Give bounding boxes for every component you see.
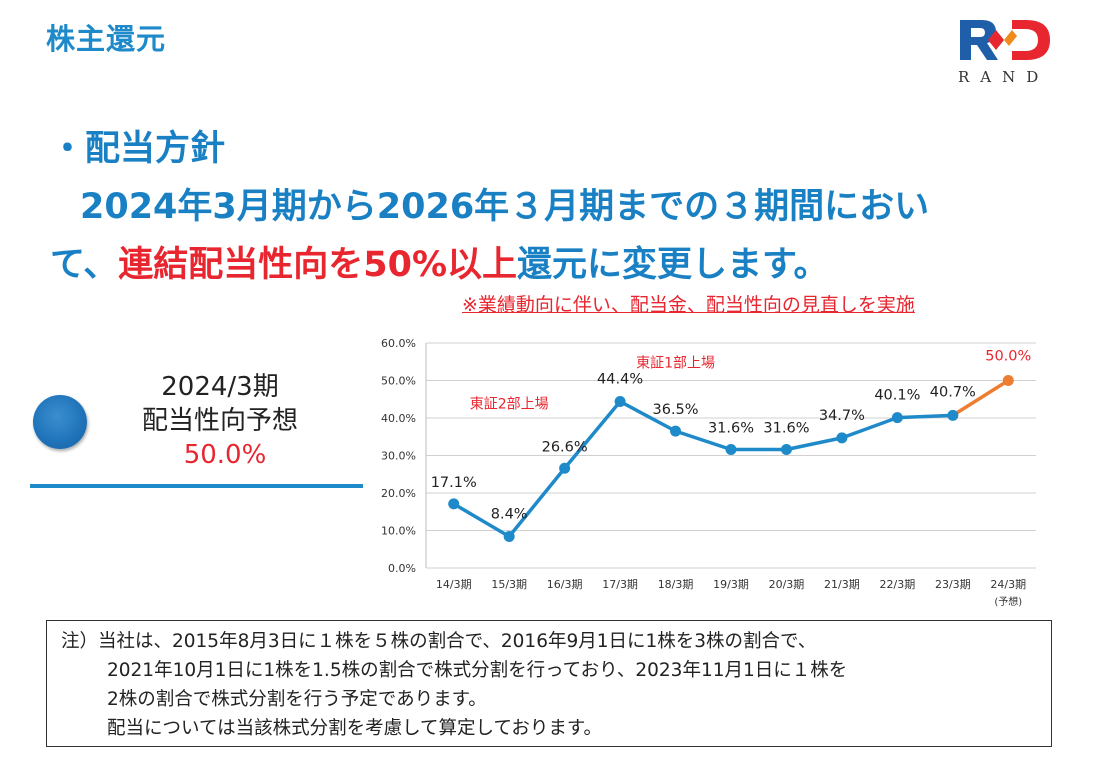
data-label: 44.4%	[597, 372, 643, 388]
data-label: 40.1%	[874, 388, 920, 404]
x-tick-label: 16/3期	[547, 578, 583, 591]
y-tick-label: 0.0%	[388, 562, 416, 575]
data-point	[947, 409, 959, 421]
data-label: 34.7%	[819, 408, 865, 424]
forecast-box: 2024/3期 配当性向予想 50.0%	[100, 370, 340, 472]
data-label: 40.7%	[930, 384, 976, 400]
x-tick-label: 22/3期	[880, 578, 916, 591]
note-line-2: 2021年10月1日に1株を1.5株の割合で株式分割を行っており、2023年11…	[107, 660, 848, 681]
data-point	[670, 425, 682, 437]
note-line-1: 注）当社は、2015年8月3日に１株を５株の割合で、2016年9月1日に1株を3…	[61, 631, 817, 652]
data-label: 17.1%	[431, 475, 477, 491]
page-title: 株主還元	[46, 22, 167, 56]
data-point	[614, 396, 626, 407]
rand-logo: RAND	[952, 14, 1062, 86]
data-point	[891, 412, 903, 424]
y-tick-label: 40.0%	[381, 412, 416, 425]
heading-line3b: 還元に変更します。	[517, 245, 829, 285]
data-point	[780, 444, 792, 455]
x-tick-label: 14/3期	[436, 578, 472, 591]
x-tick-label: 18/3期	[658, 578, 694, 591]
data-label: 8.4%	[491, 507, 528, 523]
forecast-underline	[30, 484, 363, 488]
x-tick-label: 21/3期	[824, 578, 860, 591]
actual-series-line	[452, 399, 953, 539]
data-label: 31.6%	[708, 421, 754, 437]
forecast-series-line	[951, 379, 1010, 417]
data-point	[448, 498, 460, 510]
heading-line1: ・配当方針	[50, 129, 226, 169]
x-tick-label: 15/3期	[491, 578, 527, 591]
forecast-label: 配当性向予想	[141, 406, 298, 436]
note-box: 注）当社は、2015年8月3日に１株を５株の割合で、2016年9月1日に1株を3…	[46, 620, 1052, 747]
data-point	[559, 462, 571, 474]
x-tick-label: 19/3期	[713, 578, 749, 591]
forecast-period: 2024/3期	[161, 372, 279, 402]
y-tick-label: 20.0%	[381, 487, 416, 500]
heading-line2: 2024年3月期から2026年３月期までの３期間におい	[80, 187, 930, 227]
data-point	[1002, 375, 1014, 386]
note-line-3: 2株の割合で株式分割を行う予定であります。	[107, 689, 487, 710]
dividend-policy-heading: ・配当方針 2024年3月期から2026年３月期までの３期間におい て、連結配当…	[50, 120, 1070, 294]
data-point	[725, 444, 737, 455]
x-tick-sublabel: (予想)	[994, 595, 1022, 608]
svg-text:RAND: RAND	[958, 68, 1049, 86]
x-tick-label: 23/3期	[935, 578, 971, 591]
x-tick-label: 17/3期	[602, 578, 638, 591]
data-label: 26.6%	[542, 439, 588, 455]
review-notice: ※業績動向に伴い、配当金、配当性向の見直しを実施	[462, 294, 915, 316]
note-line-4: 配当については当該株式分割を考慮して算定しております。	[107, 718, 603, 739]
x-tick-label: 20/3期	[769, 578, 805, 591]
forecast-value: 50.0%	[183, 440, 267, 470]
rand-logo-icon: RAND	[958, 20, 1050, 86]
listing-annotation: 東証1部上場	[636, 355, 715, 371]
bullet-circle-icon	[33, 395, 87, 449]
y-tick-label: 30.0%	[381, 450, 416, 463]
data-label: 31.6%	[763, 421, 809, 437]
data-label: 50.0%	[985, 349, 1031, 365]
heading-line3-highlight: 連結配当性向を50%以上	[118, 245, 518, 285]
heading-line3a: て、	[50, 245, 119, 285]
y-tick-label: 60.0%	[381, 337, 416, 350]
y-tick-label: 10.0%	[381, 525, 416, 538]
x-tick-label: 24/3期	[990, 578, 1026, 591]
data-point	[836, 432, 848, 444]
data-label: 36.5%	[653, 402, 699, 418]
data-point	[503, 531, 515, 542]
payout-ratio-chart: 0.0% 10.0% 20.0% 30.0% 40.0% 50.0% 60.0% 14/3期 1…	[381, 337, 1036, 608]
listing-annotation: 東証2部上場	[470, 397, 549, 413]
y-tick-label: 50.0%	[381, 375, 416, 388]
